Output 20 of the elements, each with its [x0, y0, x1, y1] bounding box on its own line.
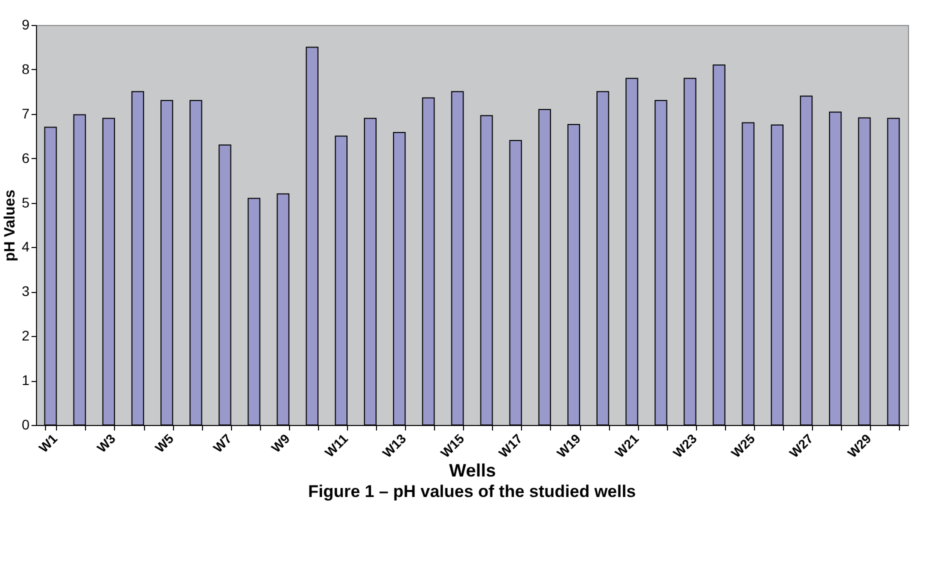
caption: Figure 1 – pH values of the studied wells	[308, 482, 636, 502]
x-tick-label: W9	[268, 431, 293, 456]
y-tick-label: 6	[22, 150, 30, 166]
y-tick-label: 1	[22, 372, 30, 388]
y-tick-label: 9	[22, 16, 30, 32]
y-tick-label: 3	[22, 283, 30, 300]
x-tick-label: W7	[210, 431, 235, 456]
y-tick-label: 5	[22, 194, 30, 210]
x-tick-label: W1	[36, 431, 60, 456]
x-tick-label: W21	[612, 431, 642, 461]
y-tick-label: 2	[22, 328, 30, 344]
y-tick-label: 0	[22, 416, 30, 432]
y-tick-label: 7	[22, 105, 30, 122]
y-tick-label: 4	[22, 238, 30, 255]
x-tick-label: W3	[94, 431, 118, 456]
x-tick-label: W5	[152, 431, 176, 456]
y-tick-label: 8	[22, 60, 30, 77]
x-axis-title: Wells	[449, 460, 496, 481]
x-tick-label: W11	[322, 431, 351, 460]
y-axis-title: pH Values	[2, 190, 19, 262]
